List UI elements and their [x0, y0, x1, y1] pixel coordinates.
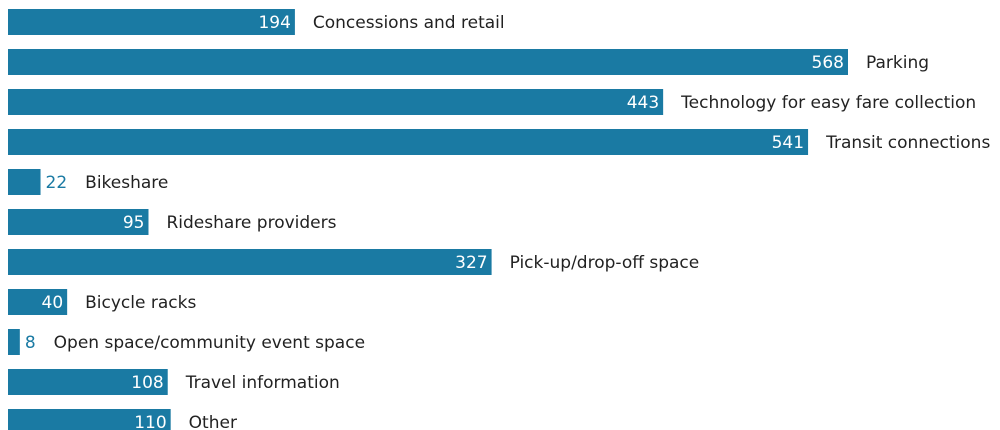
bar	[8, 9, 295, 35]
category-label: Open space/community event space	[54, 333, 365, 353]
value-label: 108	[131, 373, 163, 393]
category-label: Pick-up/drop-off space	[510, 253, 700, 273]
category-label: Concessions and retail	[313, 13, 505, 33]
bar	[8, 369, 168, 395]
value-label: 95	[123, 213, 145, 233]
value-label: 194	[258, 13, 290, 33]
bar	[8, 209, 149, 235]
value-label: 541	[772, 133, 804, 153]
category-label: Rideshare providers	[166, 213, 336, 233]
bar	[8, 169, 41, 195]
value-label: 327	[455, 253, 487, 273]
value-label: 443	[627, 93, 659, 113]
category-label: Parking	[866, 53, 929, 73]
value-label: 22	[46, 173, 68, 193]
category-label: Travel information	[185, 373, 340, 393]
category-label: Technology for easy fare collection	[680, 93, 976, 113]
category-label: Transit connections	[825, 133, 990, 153]
value-label: 110	[134, 413, 166, 430]
value-label: 8	[25, 333, 36, 353]
bar	[8, 249, 492, 275]
category-label: Bicycle racks	[85, 293, 196, 313]
category-label: Other	[189, 413, 237, 430]
bar	[8, 129, 809, 155]
bar	[8, 409, 171, 430]
bar	[8, 89, 664, 115]
category-label: Bikeshare	[85, 173, 168, 193]
bar	[8, 329, 20, 355]
bar	[8, 49, 848, 75]
bar	[8, 289, 68, 315]
value-label: 568	[812, 53, 844, 73]
value-label: 40	[42, 293, 64, 313]
